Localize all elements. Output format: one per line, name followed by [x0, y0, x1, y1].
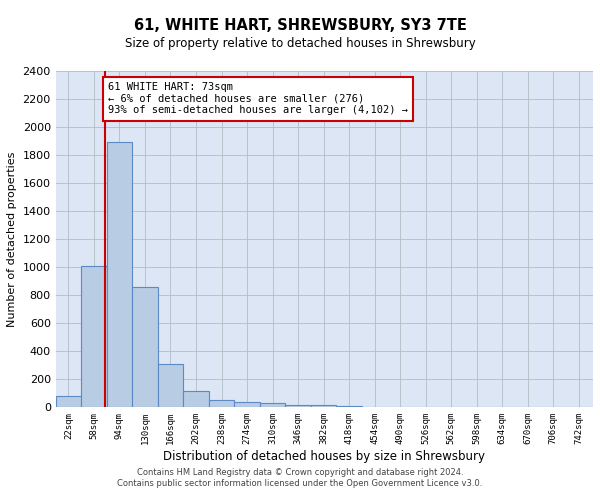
Bar — [56, 396, 81, 407]
Bar — [337, 406, 362, 407]
Bar — [158, 364, 183, 408]
Bar — [362, 406, 388, 408]
Text: 61, WHITE HART, SHREWSBURY, SY3 7TE: 61, WHITE HART, SHREWSBURY, SY3 7TE — [134, 18, 466, 32]
Bar — [107, 142, 132, 408]
Bar — [81, 266, 107, 408]
Text: Size of property relative to detached houses in Shrewsbury: Size of property relative to detached ho… — [125, 38, 475, 51]
Bar — [183, 390, 209, 407]
Bar — [209, 400, 234, 407]
Bar — [132, 287, 158, 408]
Text: Contains HM Land Registry data © Crown copyright and database right 2024.
Contai: Contains HM Land Registry data © Crown c… — [118, 468, 482, 487]
Bar — [234, 402, 260, 407]
Y-axis label: Number of detached properties: Number of detached properties — [7, 152, 17, 327]
Bar — [286, 404, 311, 407]
Bar — [311, 404, 337, 407]
Bar — [260, 403, 286, 407]
Text: 61 WHITE HART: 73sqm
← 6% of detached houses are smaller (276)
93% of semi-detac: 61 WHITE HART: 73sqm ← 6% of detached ho… — [108, 82, 408, 116]
X-axis label: Distribution of detached houses by size in Shrewsbury: Distribution of detached houses by size … — [163, 450, 485, 463]
